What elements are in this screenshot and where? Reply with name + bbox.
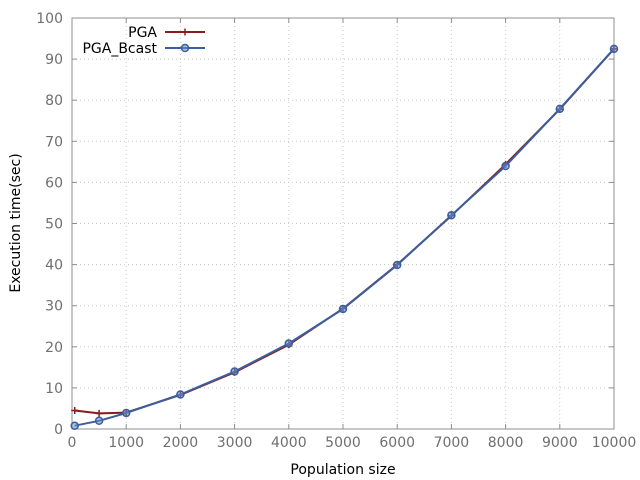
x-tick-label: 8000: [488, 435, 524, 451]
y-tick-label: 0: [54, 422, 63, 438]
series-layer: [70, 44, 619, 430]
data-point: [94, 416, 104, 426]
axis-ticks: 0 1000 2000 3000 4000 5000 6000 7000 8000 9000 100…: [36, 11, 636, 451]
x-tick-label: 6000: [379, 435, 415, 451]
data-point: [70, 421, 79, 430]
grid-lines: [71, 17, 615, 430]
legend-label-pga: PGA: [128, 25, 157, 41]
x-tick-label: 3000: [217, 435, 253, 451]
data-point: [609, 44, 619, 54]
x-tick-label: 1000: [108, 435, 144, 451]
x-tick-label: 10000: [592, 435, 637, 451]
y-tick-label: 50: [45, 217, 63, 233]
legend-point: [180, 43, 190, 53]
data-point: [501, 161, 510, 171]
legend-marker-pga: [181, 28, 189, 36]
y-tick-label: 10: [45, 381, 63, 397]
legend-marker-pga-bcast: [180, 43, 190, 53]
data-point: [338, 304, 348, 314]
data-point: [71, 407, 79, 415]
series-points: [71, 45, 618, 417]
y-tick-label: 30: [45, 299, 63, 315]
data-point: [95, 409, 103, 417]
legend-label-pga-bcast: PGA_Bcast: [82, 41, 157, 57]
x-tick-label: 0: [68, 435, 77, 451]
legend-point: [181, 28, 189, 36]
data-point: [447, 211, 456, 220]
y-tick-label: 60: [45, 175, 63, 191]
x-tick-label: 4000: [271, 435, 307, 451]
y-tick-label: 100: [36, 11, 63, 27]
y-tick-label: 90: [45, 52, 63, 68]
data-point: [555, 104, 565, 114]
x-tick-label: 9000: [542, 435, 578, 451]
data-point: [121, 408, 131, 418]
data-point: [176, 390, 185, 399]
y-tick-label: 70: [45, 134, 63, 150]
x-axis-title: Population size: [290, 462, 395, 478]
series-line-pga: [74, 48, 615, 415]
y-tick-label: 80: [45, 93, 63, 109]
legend: PGA PGA_Bcast: [82, 25, 205, 57]
y-axis-title: Execution time(sec): [8, 153, 24, 292]
y-tick-label: 20: [45, 340, 63, 356]
y-tick-label: 40: [45, 258, 63, 274]
series-line-pga-bcast: [74, 48, 615, 427]
series-points: [70, 44, 619, 430]
x-tick-label: 2000: [163, 435, 199, 451]
x-tick-label: 7000: [434, 435, 470, 451]
data-point: [284, 339, 294, 348]
data-point: [392, 260, 402, 270]
x-tick-label: 5000: [325, 435, 361, 451]
data-point: [230, 367, 239, 376]
